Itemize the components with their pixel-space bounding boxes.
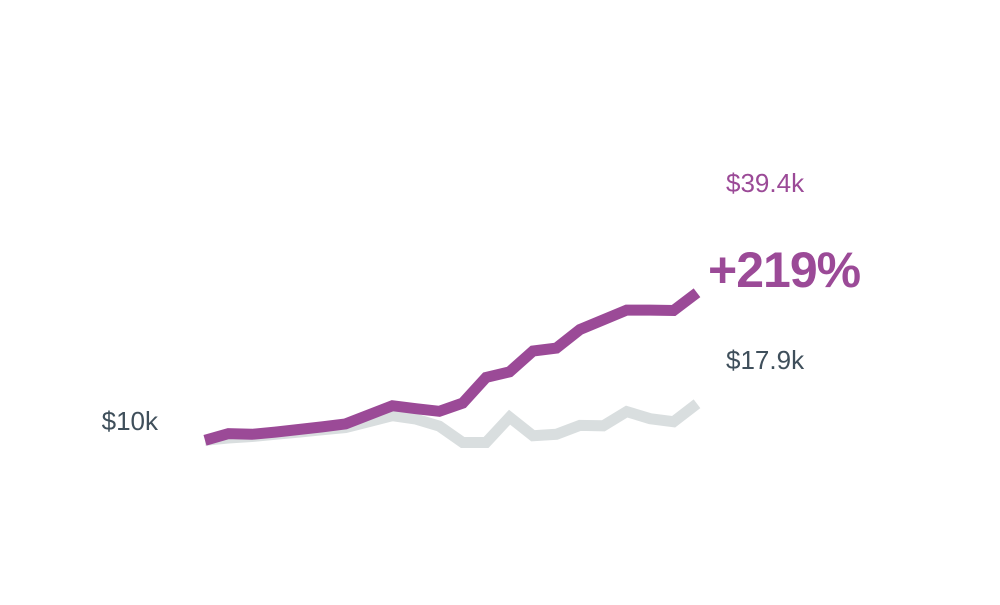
primary-end-value-label: $39.4k	[726, 168, 805, 198]
series-lines	[203, 288, 701, 448]
percent-change-annotation: +219%	[708, 242, 861, 298]
secondary-end-value-label: $17.9k	[726, 345, 805, 375]
primary-series-line	[203, 288, 701, 446]
start-value-label: $10k	[102, 406, 159, 436]
